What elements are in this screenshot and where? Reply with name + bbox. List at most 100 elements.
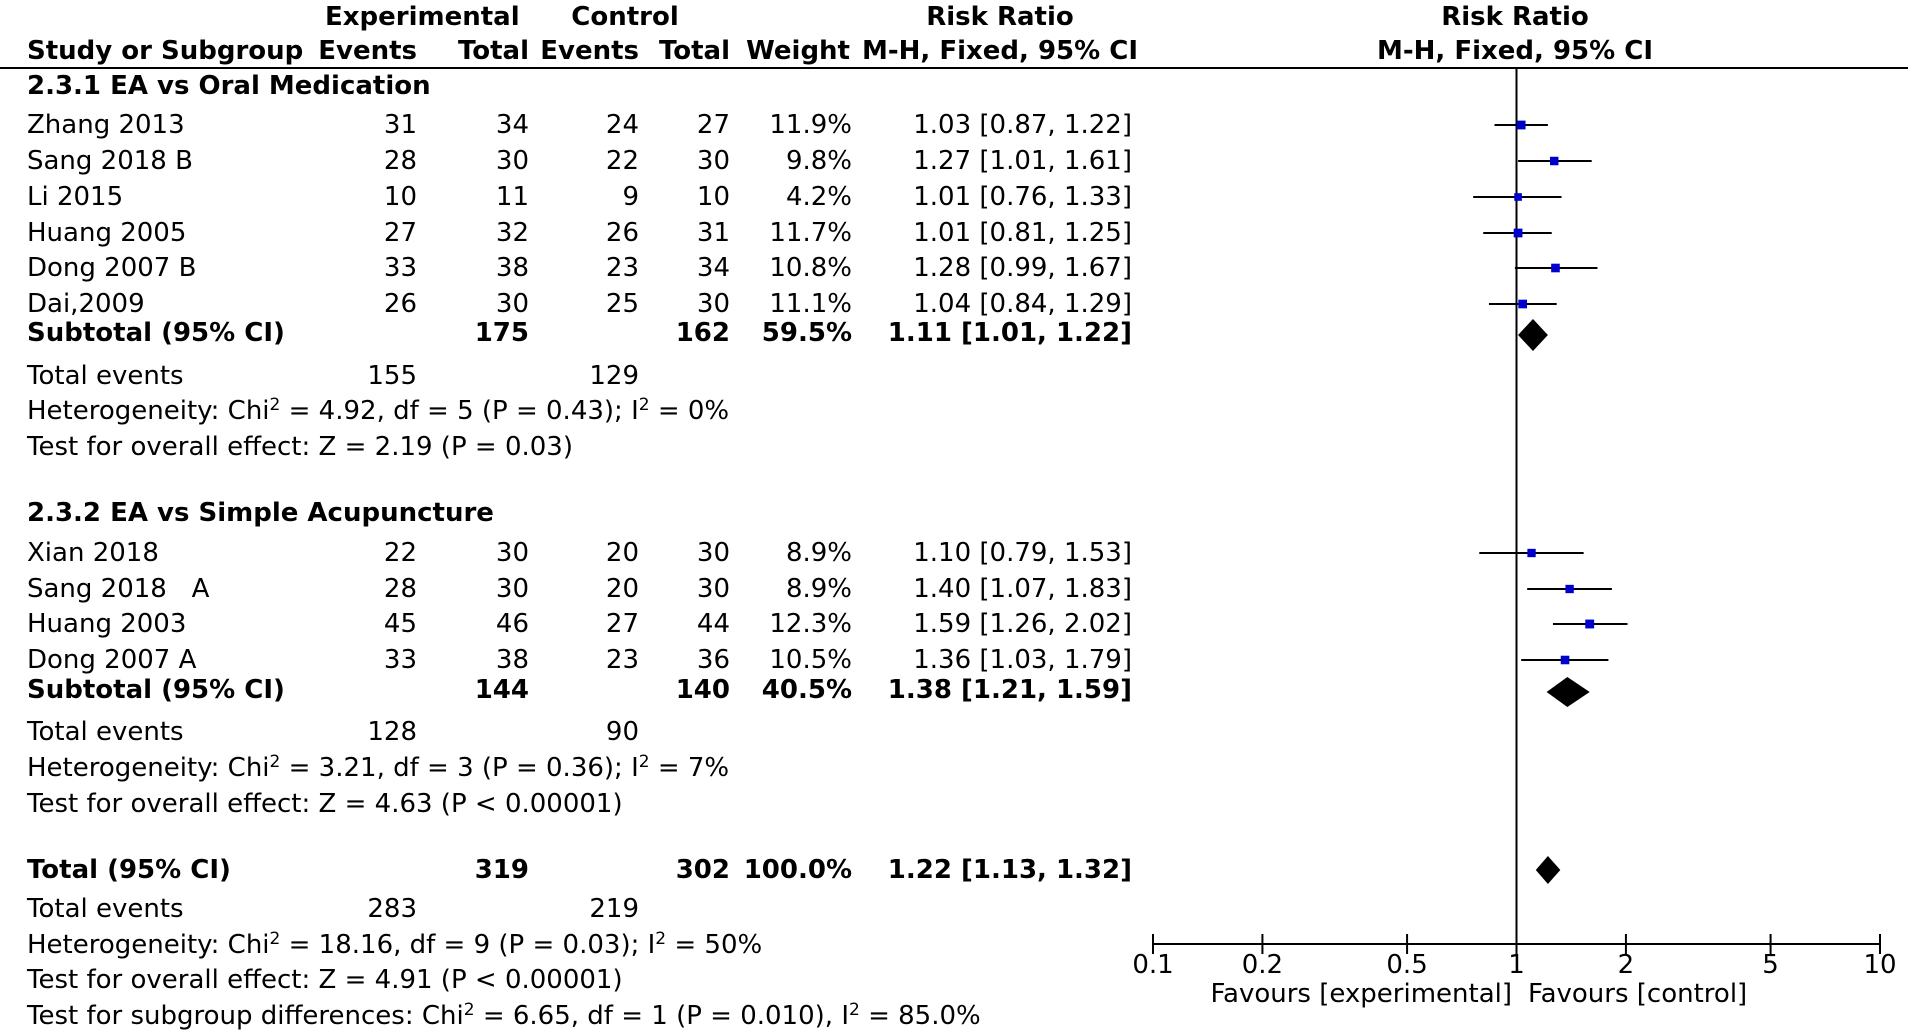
ctl-total: 34 — [696, 253, 730, 283]
study-name: Xian 2018 — [27, 538, 159, 568]
ctl-events: 22 — [605, 146, 639, 176]
x-tick-label: 1 — [1508, 950, 1525, 980]
ctl-events: 24 — [605, 110, 639, 140]
exp-total: 11 — [495, 182, 529, 212]
study-name: Dong 2007 B — [27, 253, 197, 283]
study-name: Zhang 2013 — [27, 110, 185, 140]
total-label: Total (95% CI) — [27, 855, 231, 885]
study-name: Li 2015 — [27, 182, 124, 212]
risk-ratio-ci: 1.59 [1.26, 2.02] — [913, 609, 1132, 639]
study-point-estimate — [1551, 263, 1560, 273]
study-point-estimate — [1527, 548, 1536, 558]
study-point-estimate — [1565, 584, 1574, 594]
exp-total-header: Total — [457, 36, 529, 66]
ctl-events: 26 — [605, 218, 639, 248]
heterogeneity-text: Heterogeneity: Chi2 = 4.92, df = 5 (P = … — [27, 395, 730, 426]
weight: 10.8% — [769, 253, 852, 283]
exp-events: 22 — [383, 538, 417, 568]
total-events-ctl: 129 — [589, 361, 639, 391]
ctl-total: 30 — [696, 538, 730, 568]
study-name: Dong 2007 A — [27, 645, 197, 675]
exp-total: 38 — [495, 253, 529, 283]
total-ci: 1.22 [1.13, 1.32] — [887, 855, 1132, 885]
total-events-exp: 283 — [367, 894, 417, 924]
weight: 4.2% — [785, 182, 852, 212]
ctl-events: 9 — [622, 182, 639, 212]
overall-effect-text: Test for overall effect: Z = 4.91 (P < 0… — [27, 965, 623, 995]
study-column-header: Study or Subgroup — [27, 36, 304, 66]
exp-events: 33 — [383, 253, 417, 283]
weight: 8.9% — [785, 538, 852, 568]
ctl-events: 20 — [605, 574, 639, 604]
experimental-header: Experimental — [325, 2, 520, 32]
ctl-total: 27 — [696, 110, 730, 140]
weight: 8.9% — [785, 574, 852, 604]
x-tick-label: 0.5 — [1386, 950, 1427, 980]
weight: 11.1% — [769, 289, 852, 319]
weight: 10.5% — [769, 645, 852, 675]
ctl-events-header: Events — [540, 36, 639, 66]
exp-total: 34 — [495, 110, 529, 140]
subtotal-ctl-total: 140 — [675, 675, 730, 705]
heterogeneity-text: Heterogeneity: Chi2 = 3.21, df = 3 (P = … — [27, 752, 730, 783]
study-name: Huang 2003 — [27, 609, 187, 639]
risk-ratio-ci: 1.04 [0.84, 1.29] — [913, 289, 1132, 319]
exp-events: 33 — [383, 645, 417, 675]
risk-ratio-ci: 1.28 [0.99, 1.67] — [913, 253, 1132, 283]
risk-ratio-ci: 1.01 [0.76, 1.33] — [913, 182, 1132, 212]
study-name: Dai,2009 — [27, 289, 145, 319]
ctl-total: 10 — [696, 182, 730, 212]
subtotal-ci: 1.38 [1.21, 1.59] — [887, 675, 1132, 705]
subtotal-ctl-total: 162 — [675, 318, 730, 348]
favours-control-label: Favours [control] — [1528, 979, 1748, 1009]
x-tick-label: 2 — [1618, 950, 1635, 980]
weight: 9.8% — [785, 146, 852, 176]
favours-experimental-label: Favours [experimental] — [1210, 979, 1512, 1009]
subtotal-label: Subtotal (95% CI) — [27, 675, 285, 705]
ctl-total: 30 — [696, 574, 730, 604]
total-events-exp: 155 — [367, 361, 417, 391]
subtotal-exp-total: 175 — [474, 318, 529, 348]
risk-ratio-header: Risk Ratio — [926, 2, 1074, 32]
study-point-estimate — [1585, 619, 1595, 629]
subtotal-label: Subtotal (95% CI) — [27, 318, 285, 348]
plot-method-header: M-H, Fixed, 95% CI — [1376, 36, 1653, 66]
pooled-diamond — [1518, 319, 1548, 351]
ctl-total: 36 — [696, 645, 730, 675]
control-header: Control — [571, 2, 679, 32]
exp-events-header: Events — [318, 36, 417, 66]
risk-ratio-ci: 1.36 [1.03, 1.79] — [913, 645, 1132, 675]
risk-ratio-ci: 1.27 [1.01, 1.61] — [913, 146, 1132, 176]
exp-total: 30 — [495, 538, 529, 568]
pooled-diamond — [1535, 856, 1561, 884]
weight: 11.9% — [769, 110, 852, 140]
total-weight: 100.0% — [743, 855, 852, 885]
ctl-events: 23 — [605, 645, 639, 675]
ctl-total: 30 — [696, 289, 730, 319]
x-tick-label: 5 — [1762, 950, 1779, 980]
exp-total: 38 — [495, 645, 529, 675]
subtotal-weight: 40.5% — [761, 675, 852, 705]
study-name: Sang 2018 A — [27, 574, 210, 604]
exp-events: 28 — [383, 146, 417, 176]
ctl-events: 27 — [605, 609, 639, 639]
exp-events: 28 — [383, 574, 417, 604]
ctl-total: 44 — [696, 609, 730, 639]
total-events-ctl: 90 — [605, 717, 639, 747]
method-header: M-H, Fixed, 95% CI — [861, 36, 1138, 66]
pooled-diamond — [1546, 677, 1590, 707]
exp-total: 30 — [495, 146, 529, 176]
ctl-events: 20 — [605, 538, 639, 568]
total-events-label: Total events — [27, 361, 184, 391]
weight-header: Weight — [746, 36, 850, 66]
total-events-exp: 128 — [367, 717, 417, 747]
ctl-total-header: Total — [658, 36, 730, 66]
exp-events: 31 — [383, 110, 417, 140]
study-name: Huang 2005 — [27, 218, 187, 248]
plot-title: Risk Ratio — [1441, 2, 1589, 32]
x-tick-label: 10 — [1863, 950, 1896, 980]
risk-ratio-ci: 1.40 [1.07, 1.83] — [913, 574, 1132, 604]
study-point-estimate — [1514, 193, 1522, 201]
exp-events: 45 — [383, 609, 417, 639]
